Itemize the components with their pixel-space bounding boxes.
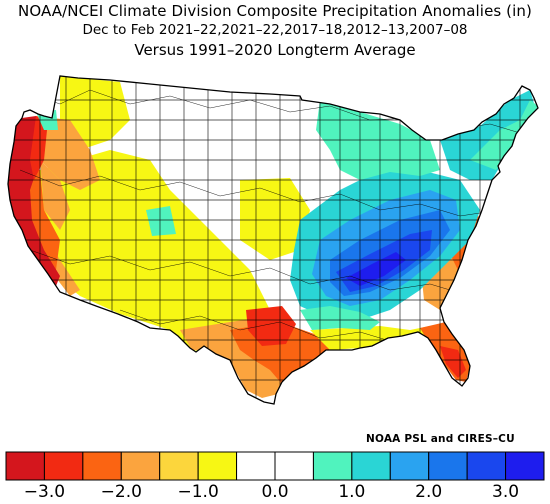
colorbar-bin xyxy=(5,451,45,481)
region-colorado-pocket xyxy=(146,206,176,236)
colorbar-bin xyxy=(274,451,314,481)
colorbar-bin xyxy=(82,451,122,481)
colorbar-bin xyxy=(312,451,353,481)
colorbar-tick-label: −1.0 xyxy=(177,482,219,502)
colorbar-tick-label: 1.0 xyxy=(338,482,366,502)
data-credit: NOAA PSL and CIRES–CU xyxy=(366,433,515,445)
colorbar-bin xyxy=(351,451,391,481)
colorbar-bin xyxy=(466,451,507,481)
region-nevada-orange xyxy=(40,160,70,230)
colorbar-bin xyxy=(120,451,161,481)
us-climate-division-map xyxy=(7,75,539,405)
colorbar-bin xyxy=(236,451,276,481)
colorbar-tick-label: 0.0 xyxy=(261,482,289,502)
region-northeast xyxy=(440,90,536,180)
colorbar-bin xyxy=(197,451,238,481)
region-max-core xyxy=(346,252,406,286)
region-pacific-coast xyxy=(8,116,60,286)
region-central-plains xyxy=(240,178,310,260)
us-outline xyxy=(7,75,539,405)
colorbar-tick-label: 3.0 xyxy=(492,482,520,502)
map-baseline: Versus 1991–2020 Longterm Average xyxy=(134,41,416,59)
climate-division-borders xyxy=(8,76,538,404)
region-florida-south xyxy=(440,346,466,378)
colorbar-tick-label: −3.0 xyxy=(23,482,66,502)
colorbar-bin xyxy=(43,451,84,481)
colorbar-bin xyxy=(505,451,545,481)
map-subtitle: Dec to Feb 2021–22,2021–22,2017–18,2012–… xyxy=(82,22,468,38)
colorbar-tick-label: 2.0 xyxy=(415,482,443,502)
region-pacific-coast-red xyxy=(30,116,48,180)
region-great-basin xyxy=(40,150,290,356)
colorbar-bin xyxy=(428,451,468,481)
colorbar-bin xyxy=(159,451,199,481)
colorbar-tick-label: −2.0 xyxy=(100,482,142,502)
map-title: NOAA/NCEI Climate Division Composite Pre… xyxy=(18,2,532,20)
region-texas-central xyxy=(246,306,296,346)
region-oregon-interior xyxy=(36,116,100,190)
region-northeast-light xyxy=(470,100,538,170)
colorbar-bin xyxy=(389,451,430,481)
